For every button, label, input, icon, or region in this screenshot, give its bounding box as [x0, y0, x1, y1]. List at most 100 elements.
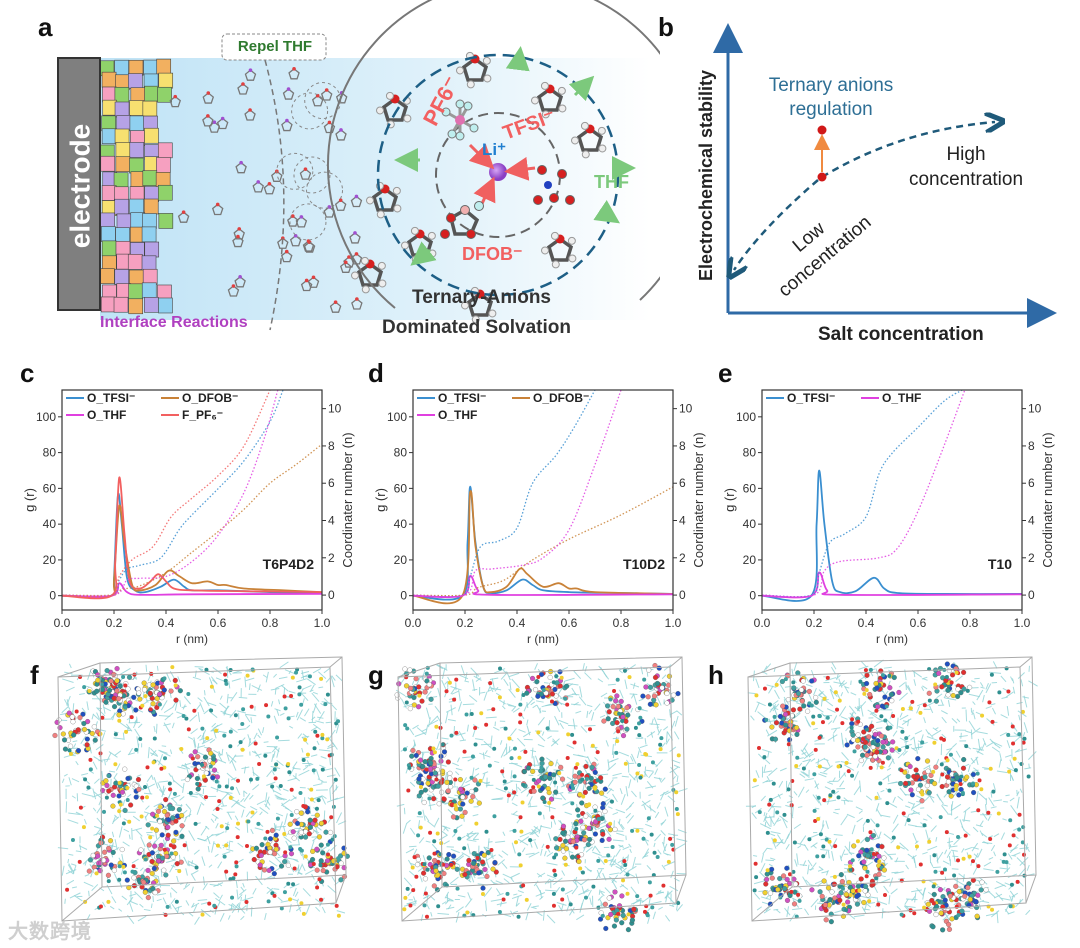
atom: [880, 739, 886, 745]
atom: [576, 854, 581, 859]
atom: [94, 871, 99, 876]
atom: [610, 844, 615, 849]
atom: [932, 740, 937, 745]
atom: [650, 760, 655, 765]
atom: [120, 711, 126, 717]
atom: [946, 921, 952, 928]
atom: [288, 851, 295, 857]
atom: [151, 760, 156, 765]
atom: [554, 852, 559, 857]
sei-patch: [143, 297, 159, 313]
atom: [417, 693, 422, 698]
atom: [279, 863, 285, 869]
atom: [580, 870, 585, 875]
atom: [975, 771, 980, 776]
atom: [931, 769, 936, 774]
atom: [616, 911, 621, 916]
panel-label-a: a: [38, 12, 53, 42]
atom: [133, 707, 139, 713]
atom: [501, 897, 506, 902]
local-solvation-circle: [289, 203, 327, 241]
plot-frame: [761, 389, 1023, 611]
atom: [768, 797, 773, 802]
atom: [153, 827, 159, 833]
atom: [874, 749, 880, 755]
atom: [588, 775, 594, 781]
repel-boundary: [264, 59, 285, 331]
atom: [539, 760, 545, 766]
atom: [209, 684, 214, 689]
atom: [117, 877, 122, 882]
atom: [600, 913, 605, 918]
atom: [610, 720, 616, 726]
atom: [131, 694, 137, 700]
atom: [833, 690, 838, 695]
atom: [316, 834, 322, 840]
atom: [71, 732, 77, 738]
legend-label: O_DFOB⁻: [533, 391, 589, 405]
atom: [447, 775, 453, 781]
atom: [128, 802, 134, 808]
atom: [469, 711, 474, 716]
atom: [1002, 852, 1007, 857]
plot-frame: [412, 389, 674, 611]
atom: [413, 676, 419, 682]
atom: [427, 796, 432, 801]
atom: [847, 864, 852, 869]
atom: [418, 825, 423, 830]
atom: [612, 826, 618, 832]
atom: [858, 876, 864, 882]
atom: [297, 685, 302, 690]
atom: [307, 817, 313, 823]
pf6-molecule-icon: [441, 99, 479, 141]
atom: [552, 700, 558, 707]
regulation-line-1: Ternary anions: [768, 75, 894, 96]
atom: [161, 687, 167, 693]
atom: [103, 699, 109, 705]
atom: [515, 688, 520, 693]
atom: [525, 765, 532, 771]
thf-molecule-icon: [366, 181, 402, 219]
y2-tick-label: 4: [1028, 514, 1035, 528]
atom: [267, 836, 274, 842]
atom: [302, 834, 309, 840]
atom: [902, 769, 908, 775]
atom: [466, 857, 472, 863]
atom: [572, 779, 578, 785]
atom: [163, 756, 168, 761]
atom: [648, 893, 653, 898]
atom: [110, 803, 116, 809]
atom: [822, 696, 827, 701]
rdf-line-tfsi: [413, 485, 673, 601]
atom: [560, 842, 566, 849]
tfsi-molecule-icon: [533, 165, 575, 205]
atom: [257, 862, 263, 868]
atom: [165, 824, 171, 830]
atom: [78, 805, 83, 810]
atom: [228, 729, 233, 734]
atom: [1012, 756, 1017, 761]
sei-patch: [156, 58, 172, 75]
atom: [124, 729, 129, 734]
atom: [676, 753, 681, 758]
atom: [539, 786, 545, 792]
atom: [200, 912, 205, 917]
molecule-icon: [235, 160, 247, 174]
atom: [193, 821, 198, 826]
atom: [809, 703, 814, 708]
atom: [656, 665, 662, 671]
atom: [196, 764, 202, 770]
atom: [676, 901, 681, 906]
atom: [315, 733, 320, 738]
atom: [551, 891, 556, 896]
atom: [138, 847, 144, 853]
atom: [928, 772, 934, 778]
md-snapshot-f: [52, 656, 350, 925]
atom: [422, 787, 428, 793]
atom: [756, 746, 761, 751]
atom: [273, 846, 279, 852]
y2-tick-label: 10: [679, 402, 693, 416]
atom: [596, 816, 601, 821]
atom: [309, 797, 314, 802]
atom: [637, 706, 642, 711]
